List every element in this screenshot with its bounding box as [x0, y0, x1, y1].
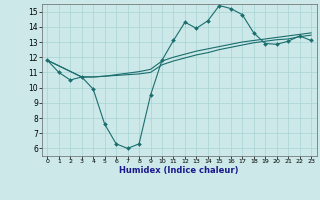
- X-axis label: Humidex (Indice chaleur): Humidex (Indice chaleur): [119, 166, 239, 175]
